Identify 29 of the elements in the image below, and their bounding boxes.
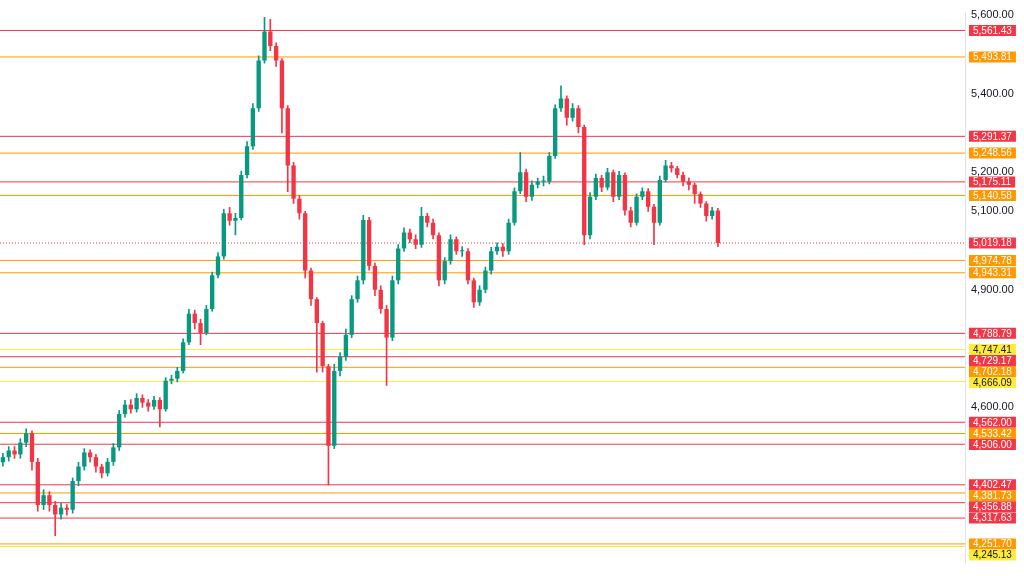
ref-line-label: 4,245.13 [973,549,1013,561]
ref-line-label: 4,562.00 [973,416,1013,428]
y-tick-label: 5,100.00 [971,204,1014,217]
ref-line-label: 5,175.11 [973,176,1012,188]
y-tick-label: 4,900.00 [971,282,1014,295]
ref-line-label: 4,533.42 [973,427,1013,439]
ref-line-label: 5,493.81 [973,51,1013,63]
ref-line-label: 5,248.56 [973,147,1013,159]
ref-line-label: 4,381.73 [973,490,1013,502]
ref-line-label: 4,251.70 [973,538,1013,550]
ref-line-label: 4,402.47 [973,479,1013,491]
ref-line-label: 4,788.79 [973,327,1013,339]
ref-line-label: 4,317.63 [973,512,1013,524]
y-tick-label: 5,400.00 [971,86,1014,99]
y-tick-label: 5,200.00 [971,165,1014,178]
ref-line-label: 4,666.09 [973,376,1013,388]
ref-line-label: 4,943.31 [973,267,1013,279]
y-tick-label: 5,600.00 [971,8,1014,21]
ref-line-label: 4,729.17 [973,354,1013,366]
ref-line-label: 5,561.43 [973,24,1013,36]
y-tick-label: 4,600.00 [971,400,1014,413]
ref-line-label: 4,356.88 [973,501,1013,513]
ref-line-label: 4,506.00 [973,438,1013,450]
ref-line-label: 4,702.18 [973,365,1013,377]
ref-line-label: 5,291.37 [973,130,1013,142]
ref-line-label: 5,140.58 [973,189,1013,201]
ref-line-label: 4,974.78 [973,254,1013,266]
ref-line-label: 4,747.41 [973,343,1013,355]
ref-line-label: 5,019.18 [973,237,1013,249]
